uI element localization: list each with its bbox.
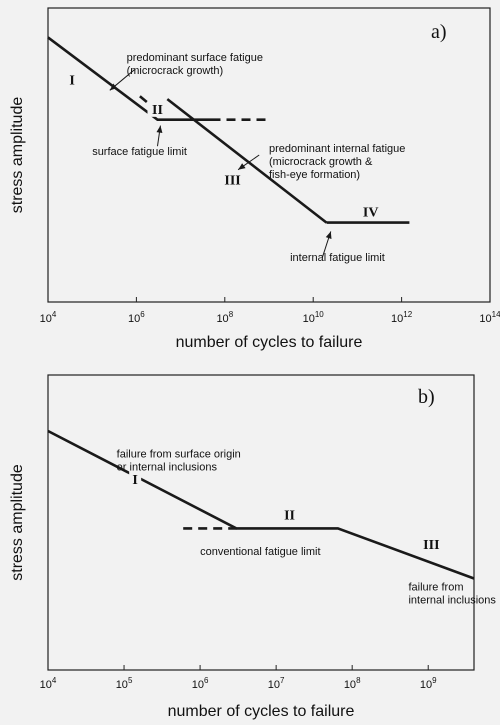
region-label-bg xyxy=(129,471,142,488)
x-tick-label: 104 xyxy=(40,676,57,691)
annotation-text: internal fatigue limit xyxy=(290,252,385,264)
panel-label: b) xyxy=(418,386,435,408)
x-tick-label: 108 xyxy=(344,676,361,691)
arrow-head xyxy=(325,231,332,240)
annotation-text: conventional fatigue limit xyxy=(200,546,320,558)
region-label-bg xyxy=(147,100,168,117)
x-tick-label: 105 xyxy=(116,676,133,691)
region-label: I xyxy=(132,473,137,488)
annotation-text: predominant internal fatigue (microcrack … xyxy=(269,143,405,181)
panel-label: a) xyxy=(431,21,447,43)
region-label: I xyxy=(69,73,74,88)
arrow-head xyxy=(156,125,163,133)
x-tick-label: 106 xyxy=(128,310,145,325)
region-label-bg xyxy=(218,171,247,188)
region-label: II xyxy=(284,509,295,524)
x-tick-label: 109 xyxy=(420,676,437,691)
x-axis-label: number of cycles to failure xyxy=(168,703,355,720)
chart-panel-b: 104 105 106 107 108 109 number of cycles to fa… xyxy=(9,374,496,720)
arrow-head xyxy=(109,83,118,91)
x-tick-label: 107 xyxy=(268,676,285,691)
region-label: III xyxy=(224,173,240,188)
x-tick-label: 1014 xyxy=(479,310,500,325)
x-tick-label: 1012 xyxy=(391,310,413,325)
plot-frame xyxy=(47,374,475,671)
chart-panel-a: 104 106 108 1010 1012 1014 number of cycles to… xyxy=(9,7,500,351)
region-label: IV xyxy=(363,206,379,221)
x-tick-label: 104 xyxy=(40,310,57,325)
fatigue-curve-line xyxy=(166,98,328,224)
region-label-bg xyxy=(359,203,382,220)
fatigue-curve-line xyxy=(47,429,475,580)
arrow-head xyxy=(238,163,246,170)
region-label-bg xyxy=(417,536,446,553)
annotation-text: failure from internal inclusions xyxy=(408,581,496,606)
y-axis-label: stress amplitude xyxy=(9,97,26,214)
x-axis-label: number of cycles to failure xyxy=(176,334,363,351)
x-tick-label: 108 xyxy=(216,310,233,325)
x-tick-label: 1010 xyxy=(303,310,325,325)
region-label: III xyxy=(423,538,439,553)
x-tick-label: 106 xyxy=(192,676,209,691)
annotation-text: surface fatigue limit xyxy=(92,146,187,158)
annotation-text: predominant surface fatigue (microcrack g… xyxy=(127,52,263,77)
annotation-text: failure from surface origin or internal i… xyxy=(117,449,241,474)
region-label-bg xyxy=(66,71,79,88)
y-axis-label: stress amplitude xyxy=(9,464,26,581)
region-label: II xyxy=(152,103,163,118)
plot-frame xyxy=(47,7,491,303)
region-label-bg xyxy=(279,506,300,523)
